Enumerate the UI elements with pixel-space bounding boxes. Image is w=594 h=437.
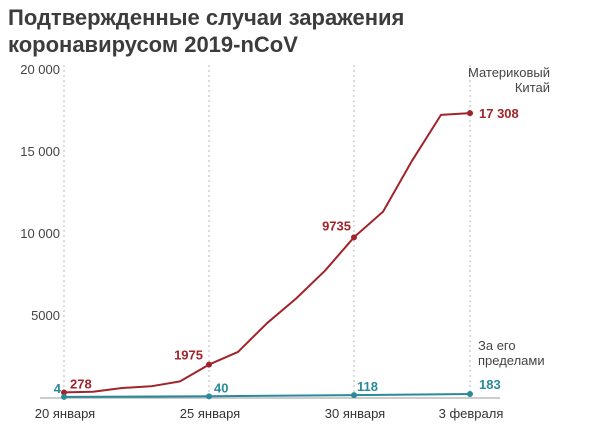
series-line	[63, 112, 471, 394]
y-tick-label: 15 000	[20, 144, 60, 159]
y-tick-label: 5000	[31, 308, 60, 323]
data-point	[351, 234, 357, 241]
series-line	[63, 393, 471, 398]
chart-title-line2: коронавирусом 2019-nCoV	[8, 32, 298, 57]
data-label: 40	[214, 380, 228, 395]
x-tick-label: 30 января	[325, 406, 385, 421]
x-axis: 20 января 25 января 30 января 3 февраля	[35, 406, 504, 421]
series-name-line: Материковый	[468, 65, 550, 80]
data-point	[206, 393, 212, 400]
series-name-line: За его	[478, 338, 516, 353]
data-point	[61, 393, 67, 400]
y-tick-label: 10 000	[20, 226, 60, 241]
series-name-line: Китай	[515, 80, 550, 95]
chart-grid	[40, 65, 500, 399]
y-tick-label: 20 000	[20, 62, 60, 77]
series-name-label: За его пределами	[478, 338, 545, 368]
data-point	[467, 390, 473, 397]
data-label: 1975	[174, 348, 203, 363]
data-label: 183	[479, 377, 501, 392]
series-outside: 4 40 118 183 За его пределами	[54, 338, 545, 400]
data-point	[206, 361, 212, 368]
data-label: 118	[357, 379, 378, 394]
x-tick-label: 3 февраля	[439, 406, 504, 421]
y-axis: 5000 10 000 15 000 20 000	[20, 62, 60, 323]
chart-title: Подтвержденные случаи заражения коронави…	[8, 4, 478, 58]
series-name-label: Материковый Китай	[468, 65, 550, 95]
x-tick-label: 25 января	[180, 406, 240, 421]
data-label: 4	[54, 381, 62, 396]
series-name-line: пределами	[478, 353, 545, 368]
chart-title-line1: Подтвержденные случаи заражения	[8, 5, 405, 30]
x-tick-label: 20 января	[35, 406, 95, 421]
data-point	[61, 389, 67, 396]
data-point	[351, 392, 357, 399]
data-point	[467, 110, 473, 117]
data-label: 278	[70, 376, 92, 391]
chart-series: 278 1975 9735 17 308 Материковый Китай 4 40 118 1…	[54, 65, 550, 400]
data-label: 9735	[322, 218, 351, 233]
series-mainland-china: 278 1975 9735 17 308 Материковый Китай	[61, 65, 550, 396]
data-label: 17 308	[479, 106, 519, 121]
